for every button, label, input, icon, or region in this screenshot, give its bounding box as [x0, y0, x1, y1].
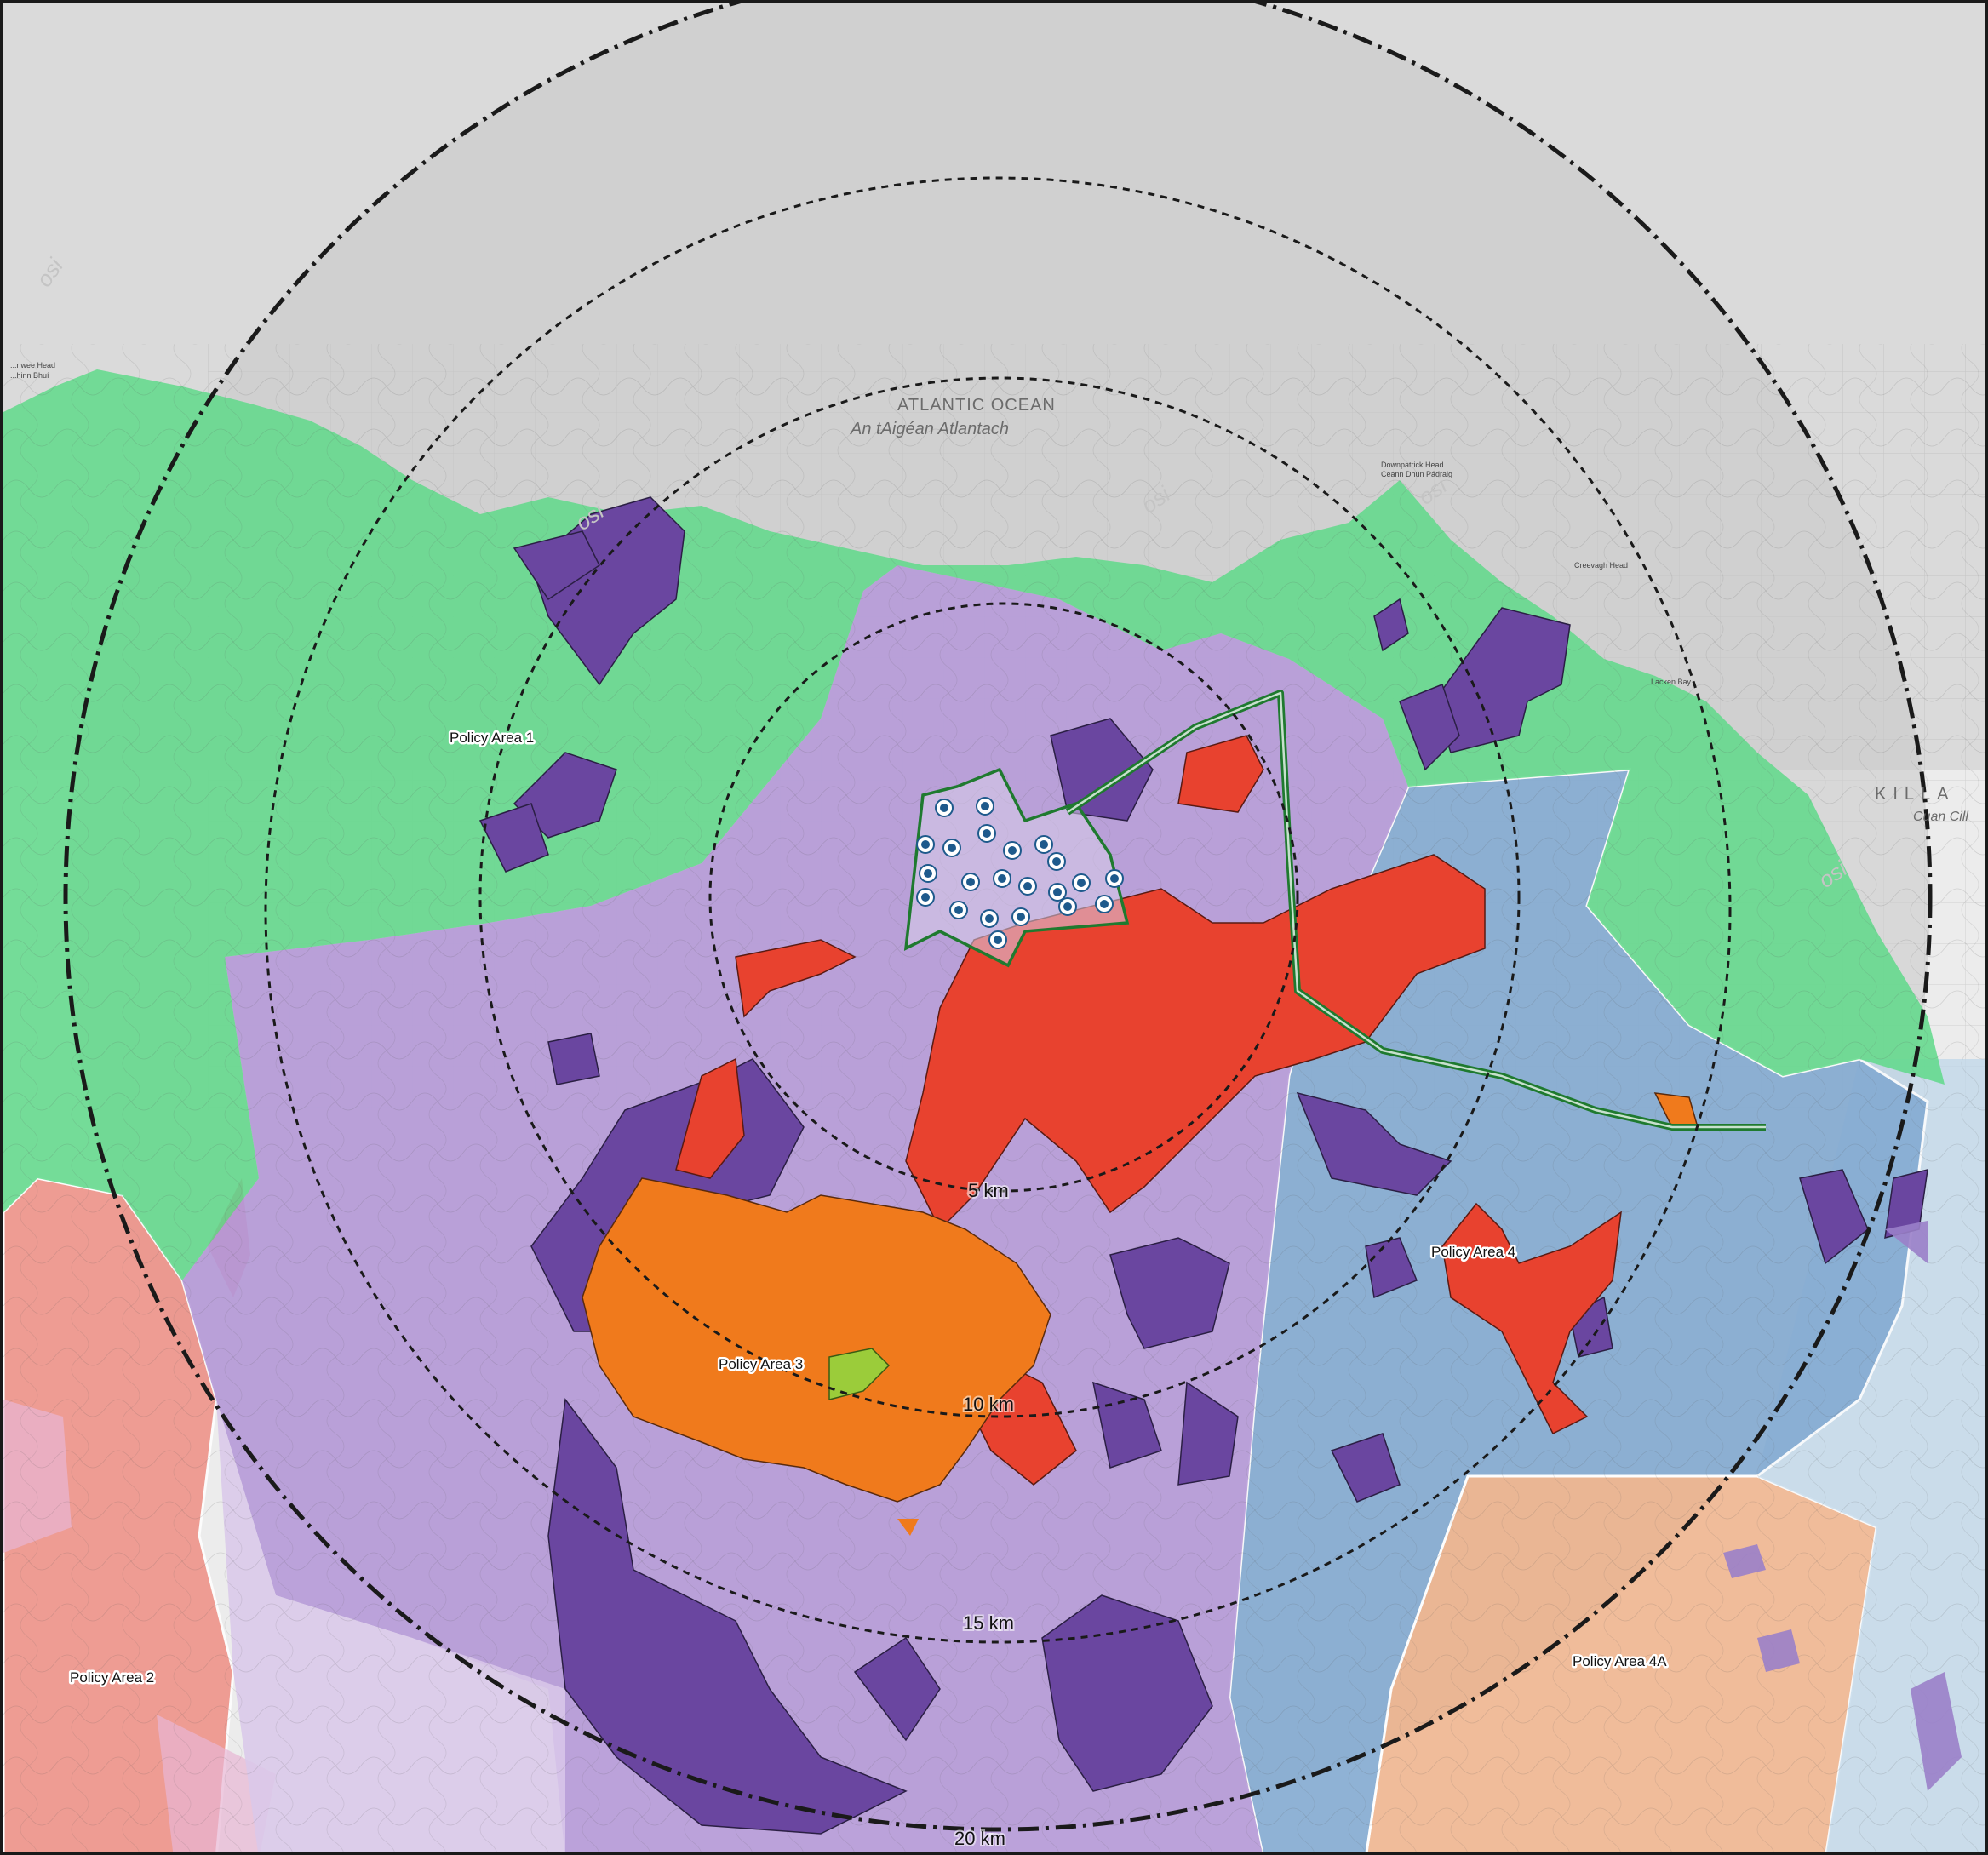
- ring-label-20km: 20 km: [954, 1828, 1005, 1849]
- ring-15km: [264, 176, 1732, 1644]
- policy-area-4a-label: Policy Area 4A: [1573, 1653, 1667, 1669]
- turbine-marker-core: [966, 878, 975, 886]
- bay-label: KILLA: [1875, 785, 1955, 804]
- turbine-marker-core: [1077, 879, 1086, 887]
- policy-area-3: [582, 1177, 1051, 1503]
- cable-route-inner: [1067, 691, 1766, 1129]
- orange-zone-tip: [897, 1519, 919, 1536]
- bay-label-irish: Cuan Cill: [1913, 810, 1968, 824]
- turbine-marker-core: [924, 869, 932, 878]
- coast-label: Downpatrick Head: [1381, 461, 1444, 469]
- turbine-marker-core: [1063, 902, 1072, 911]
- ring-10km: [478, 376, 1521, 1418]
- coast-label: Lacken Bay: [1651, 678, 1692, 686]
- turbine-marker-core: [1040, 840, 1048, 849]
- turbine-marker-core: [1053, 888, 1062, 896]
- turbine-marker-core: [921, 840, 930, 849]
- coast-label: Creevagh Head: [1574, 561, 1628, 570]
- policy-area-4-label: Policy Area 4: [1431, 1244, 1515, 1260]
- ring-label-15km: 15 km: [963, 1612, 1014, 1634]
- ring-label-5km: 5 km: [968, 1180, 1009, 1201]
- turbine-marker-core: [983, 829, 991, 838]
- ring-5km: [708, 602, 1299, 1193]
- turbine-marker-core: [940, 804, 948, 812]
- turbine-layer: [916, 797, 1124, 949]
- purple-zone-4a: [1723, 1221, 1962, 1791]
- turbine-marker-core: [985, 914, 994, 923]
- turbine-marker-core: [1110, 874, 1119, 883]
- policy-area-1-label: Policy Area 1: [450, 730, 534, 746]
- ring-label-10km: 10 km: [963, 1394, 1014, 1415]
- coast-label: ...hinn Bhuí: [10, 371, 49, 380]
- turbine-marker-core: [994, 936, 1002, 944]
- ocean-label-irish: An tAigéan Atlantach: [850, 420, 1009, 438]
- turbine-marker-core: [948, 844, 956, 852]
- coast-label: ...nwee Head: [10, 361, 55, 369]
- ocean-label: ATLANTIC OCEAN: [897, 396, 1056, 415]
- turbine-marker-core: [1100, 900, 1109, 908]
- policy-area-2-label: Policy Area 2: [70, 1669, 154, 1686]
- turbine-marker-core: [1023, 882, 1032, 890]
- turbine-marker-core: [998, 874, 1006, 883]
- turbine-marker-core: [921, 893, 930, 902]
- distance-rings: [63, 3, 1933, 1832]
- turbine-marker-core: [1008, 846, 1017, 855]
- turbine-marker-core: [981, 802, 989, 810]
- coast-label: Ceann Dhún Pádraig: [1381, 470, 1452, 478]
- ring-20km: [63, 3, 1933, 1832]
- turbine-marker-core: [954, 906, 963, 914]
- turbine-marker-core: [1052, 857, 1061, 866]
- policy-area-3-label: Policy Area 3: [719, 1356, 803, 1372]
- turbine-marker-core: [1017, 913, 1025, 921]
- zone-map: ATLANTIC OCEAN An tAigéan Atlantach KILL…: [3, 3, 1985, 1852]
- lime-zone: [828, 1348, 891, 1400]
